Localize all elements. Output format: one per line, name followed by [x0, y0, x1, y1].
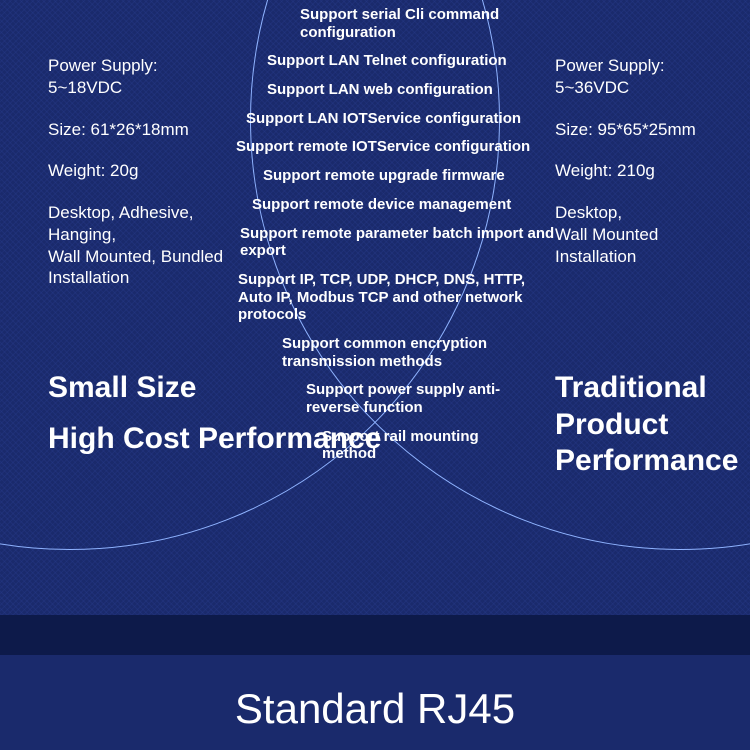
spec-item: Size: 61*26*18mm — [48, 119, 228, 141]
overlap-feature: Support remote parameter batch import an… — [240, 225, 560, 260]
overlap-feature: Support remote IOTService configuration — [236, 138, 566, 156]
overlap-feature: Support remote device management — [252, 196, 552, 214]
spec-item: Desktop, Adhesive, Hanging, Wall Mounted… — [48, 202, 228, 289]
section-heading: Small Size — [48, 370, 381, 407]
overlap-feature: Support LAN web configuration — [267, 81, 527, 99]
spec-item: Weight: 210g — [555, 160, 735, 182]
section-divider — [0, 615, 750, 655]
left-specs: Power Supply: 5~18VDC Size: 61*26*18mm Wei… — [48, 55, 228, 309]
overlap-feature: Support LAN IOTService configuration — [246, 110, 546, 128]
overlap-feature: Support IP, TCP, UDP, DHCP, DNS, HTTP, A… — [238, 271, 558, 324]
left-headings: Small Size High Cost Performance — [48, 370, 381, 471]
section-heading: Traditional Product Performance — [555, 370, 750, 480]
overlap-feature: Support common encryption transmission m… — [282, 335, 522, 370]
section-heading: High Cost Performance — [48, 421, 381, 458]
right-headings: Traditional Product Performance — [555, 370, 750, 494]
overlap-feature: Support serial Cli command configuration — [300, 6, 510, 41]
spec-item: Desktop, Wall Mounted Installation — [555, 202, 735, 267]
spec-item: Size: 95*65*25mm — [555, 119, 735, 141]
overlap-feature: Support LAN Telnet configuration — [267, 52, 547, 70]
overlap-feature: Support remote upgrade firmware — [263, 167, 543, 185]
bottom-title: Standard RJ45 — [0, 685, 750, 733]
spec-item: Power Supply: 5~36VDC — [555, 55, 735, 99]
spec-item: Weight: 20g — [48, 160, 228, 182]
right-specs: Power Supply: 5~36VDC Size: 95*65*25mm Wei… — [555, 55, 735, 287]
spec-item: Power Supply: 5~18VDC — [48, 55, 228, 99]
